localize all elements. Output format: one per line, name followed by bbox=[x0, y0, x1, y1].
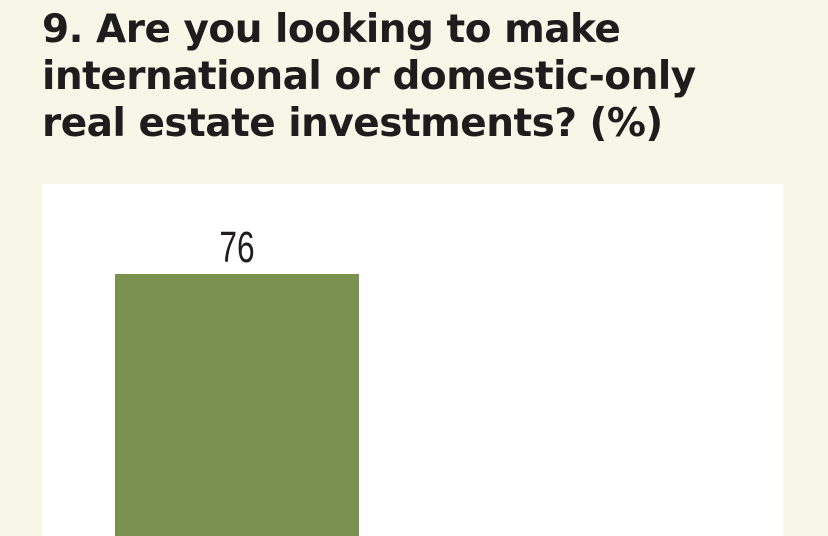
bar-value-label: 76 bbox=[219, 223, 255, 272]
chart-title-line-2: international or domestic-only bbox=[42, 54, 696, 99]
bar-series-1 bbox=[115, 274, 359, 536]
chart-panel: 76 bbox=[42, 184, 783, 536]
chart-title-line-3: real estate investments? (%) bbox=[42, 101, 663, 146]
chart-title-line-1: 9. Are you looking to make bbox=[42, 7, 621, 52]
chart-title: 9. Are you looking to make international… bbox=[42, 6, 802, 147]
